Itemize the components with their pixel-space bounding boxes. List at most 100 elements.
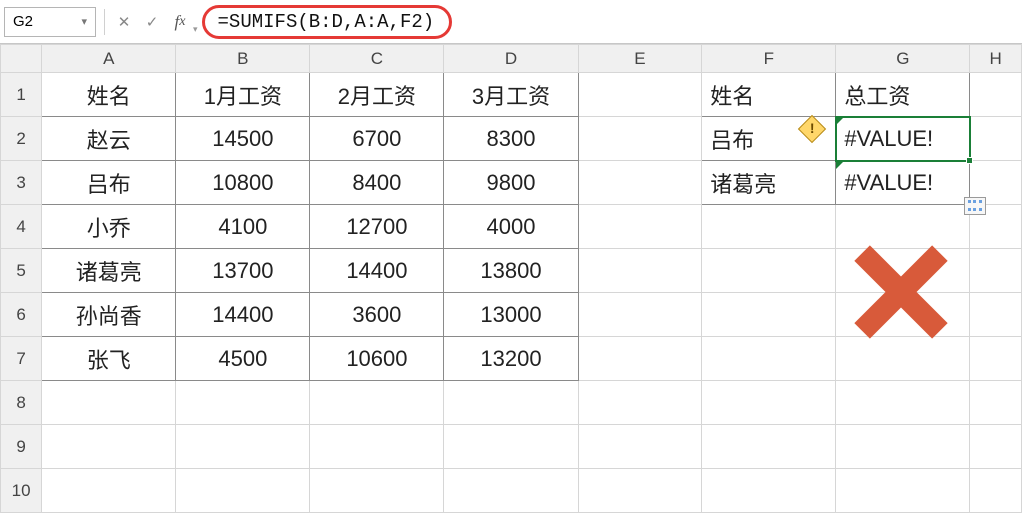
cell[interactable] [836,381,970,425]
cell[interactable]: 2月工资 [310,73,444,117]
col-header[interactable]: E [578,45,702,73]
cell[interactable]: 8400 [310,161,444,205]
row-header[interactable]: 7 [1,337,42,381]
formula-input[interactable]: =SUMIFS(B:D,A:A,F2) [204,5,449,39]
cell[interactable] [836,425,970,469]
cell[interactable]: 4000 [444,205,578,249]
cell[interactable]: 张飞 [42,337,176,381]
cell[interactable]: 14400 [176,293,310,337]
cell[interactable] [176,381,310,425]
cell[interactable] [578,205,702,249]
cell[interactable]: 4100 [176,205,310,249]
cell-selected[interactable]: #VALUE! [836,117,970,161]
cell[interactable] [970,425,1022,469]
row-header[interactable]: 10 [1,469,42,513]
cell[interactable] [702,249,836,293]
cell[interactable]: 13800 [444,249,578,293]
row-header[interactable]: 5 [1,249,42,293]
cell[interactable] [578,425,702,469]
cell[interactable] [42,381,176,425]
cell[interactable]: 4500 [176,337,310,381]
cell[interactable] [310,425,444,469]
cell[interactable] [176,425,310,469]
cell[interactable] [444,425,578,469]
fx-icon[interactable]: fx [169,9,191,35]
cell[interactable]: 1月工资 [176,73,310,117]
cell[interactable] [444,469,578,513]
cell[interactable] [970,249,1022,293]
row-header[interactable]: 9 [1,425,42,469]
cell[interactable] [578,161,702,205]
col-header[interactable]: C [310,45,444,73]
cell[interactable] [578,337,702,381]
cell[interactable] [702,293,836,337]
select-all-corner[interactable] [1,45,42,73]
cell[interactable]: 8300 [444,117,578,161]
spreadsheet-grid[interactable]: A B C D E F G H 1 姓名 1月工资 2月工资 3月工资 姓名 总… [0,44,1022,513]
cell[interactable] [310,381,444,425]
cell[interactable]: 12700 [310,205,444,249]
cell[interactable]: 吕布 [42,161,176,205]
row-header[interactable]: 6 [1,293,42,337]
cell[interactable]: 13200 [444,337,578,381]
cell[interactable] [578,117,702,161]
cell[interactable] [42,469,176,513]
cell[interactable] [578,469,702,513]
cell[interactable]: 小乔 [42,205,176,249]
row-header[interactable]: 3 [1,161,42,205]
cell[interactable]: 姓名 [42,73,176,117]
accept-icon[interactable]: ✓ [141,9,163,35]
cell[interactable] [702,425,836,469]
cell[interactable] [702,469,836,513]
row-header[interactable]: 1 [1,73,42,117]
cell[interactable]: 3月工资 [444,73,578,117]
cancel-icon[interactable]: ✕ [113,9,135,35]
cell[interactable] [836,469,970,513]
cell[interactable]: 14500 [176,117,310,161]
cell[interactable]: 3600 [310,293,444,337]
cell[interactable]: 10800 [176,161,310,205]
chevron-down-icon[interactable]: ▾ [81,15,87,28]
col-header[interactable]: A [42,45,176,73]
col-header[interactable]: H [970,45,1022,73]
cell[interactable]: 总工资 [836,73,970,117]
row-header[interactable]: 2 [1,117,42,161]
cell[interactable] [578,73,702,117]
cell[interactable]: 13000 [444,293,578,337]
cell[interactable] [970,469,1022,513]
cell[interactable]: 孙尚香 [42,293,176,337]
cell[interactable] [578,381,702,425]
cell[interactable]: 6700 [310,117,444,161]
cell[interactable]: 姓名 [702,73,836,117]
cell[interactable]: 诸葛亮 [42,249,176,293]
cell[interactable] [970,117,1022,161]
cell[interactable] [578,249,702,293]
cell[interactable]: #VALUE! [836,161,970,205]
cell[interactable] [970,381,1022,425]
name-box[interactable]: G2 ▾ [4,7,96,37]
cell[interactable] [970,337,1022,381]
cell[interactable] [702,205,836,249]
col-header[interactable]: F [702,45,836,73]
cell[interactable]: 13700 [176,249,310,293]
cell[interactable] [578,293,702,337]
row-header[interactable]: 4 [1,205,42,249]
cell[interactable] [42,425,176,469]
autofill-options-icon[interactable] [964,197,986,215]
cell[interactable] [310,469,444,513]
cell[interactable]: 14400 [310,249,444,293]
cell[interactable] [970,73,1022,117]
cell[interactable]: 诸葛亮 [702,161,836,205]
cell[interactable] [702,381,836,425]
fill-handle[interactable] [966,157,973,164]
col-header[interactable]: D [444,45,578,73]
cell[interactable] [702,337,836,381]
cell[interactable] [444,381,578,425]
cell[interactable] [970,293,1022,337]
cell[interactable]: 10600 [310,337,444,381]
col-header[interactable]: B [176,45,310,73]
row-header[interactable]: 8 [1,381,42,425]
cell[interactable]: 9800 [444,161,578,205]
cell[interactable]: 赵云 [42,117,176,161]
chevron-down-icon[interactable]: ▾ [193,24,198,39]
